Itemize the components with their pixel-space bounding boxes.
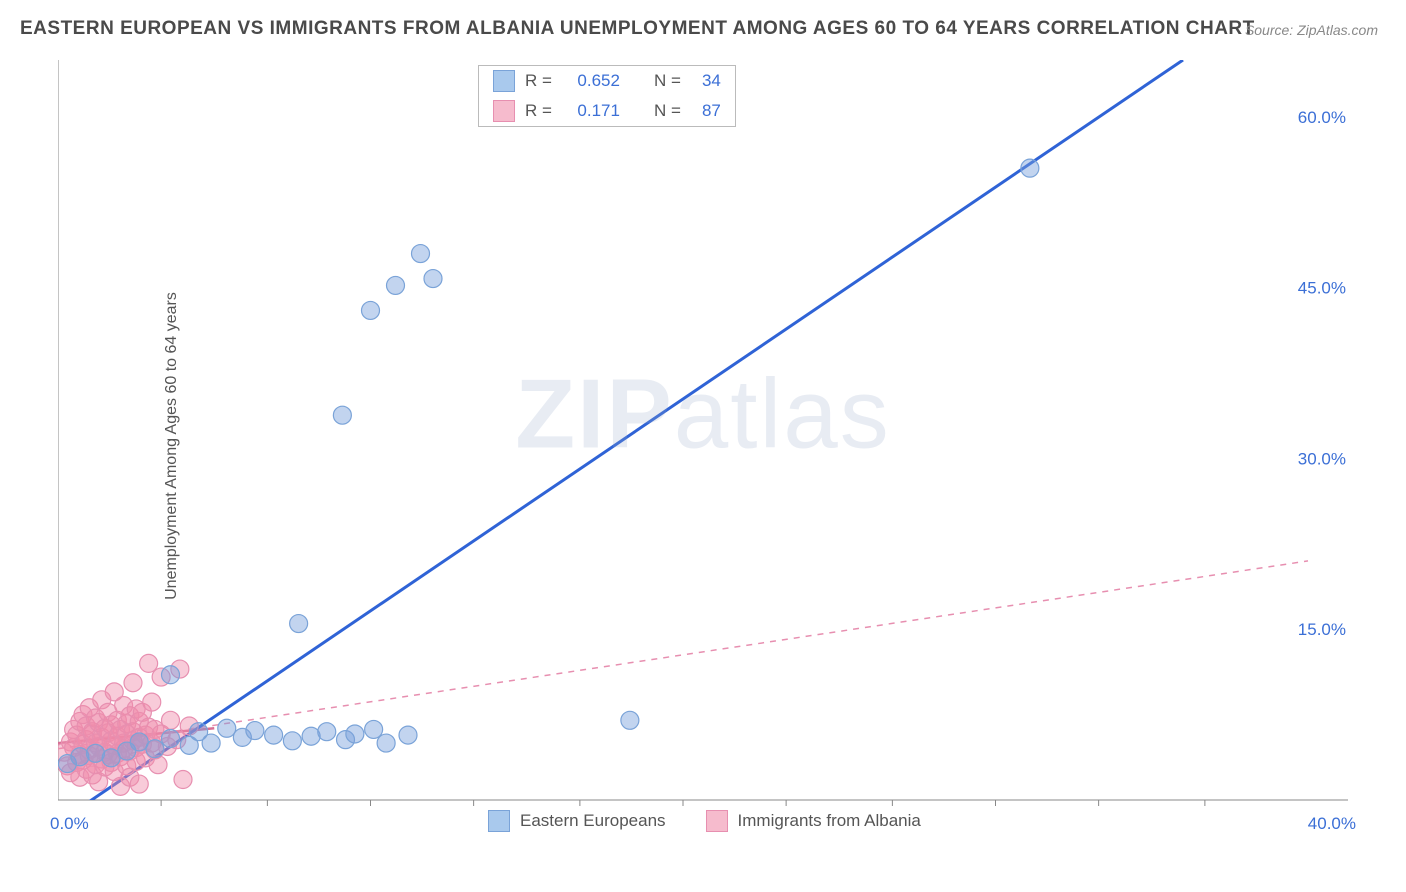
legend-series-item: Eastern Europeans xyxy=(488,810,666,832)
r-label: R = xyxy=(525,101,552,121)
blue-swatch xyxy=(488,810,510,832)
n-label: N = xyxy=(654,71,681,91)
r-label: R = xyxy=(525,71,552,91)
n-value: 34 xyxy=(691,71,721,91)
legend-series-item: Immigrants from Albania xyxy=(706,810,921,832)
x-origin-tick: 0.0% xyxy=(50,814,89,834)
svg-text:60.0%: 60.0% xyxy=(1298,108,1346,127)
legend-label: Immigrants from Albania xyxy=(738,811,921,831)
scatter-plot: 15.0%30.0%45.0%60.0% ZIPatlas R =0.652N … xyxy=(58,60,1348,830)
n-value: 87 xyxy=(691,101,721,121)
x-max-tick: 40.0% xyxy=(1308,814,1356,834)
legend-stat-row: R = 0.171 N = 87 xyxy=(479,96,735,126)
series-legend: Eastern Europeans Immigrants from Albania xyxy=(488,810,921,832)
n-label: N = xyxy=(654,101,681,121)
source-attribution: Source: ZipAtlas.com xyxy=(1245,22,1378,38)
pink-swatch xyxy=(493,100,515,122)
page-title: EASTERN EUROPEAN VS IMMIGRANTS FROM ALBA… xyxy=(20,18,1255,40)
correlation-legend: R = 0.652 N = 34 R = 0.171 N = 87 xyxy=(478,65,736,127)
svg-text:30.0%: 30.0% xyxy=(1298,449,1346,468)
svg-text:15.0%: 15.0% xyxy=(1298,620,1346,639)
r-value: 0.171 xyxy=(562,101,620,121)
chart-canvas: 15.0% 30.0% 45.0% 60.0% xyxy=(58,60,1348,830)
blue-swatch xyxy=(493,70,515,92)
svg-text:45.0%: 45.0% xyxy=(1298,279,1346,298)
pink-swatch xyxy=(706,810,728,832)
r-value: 0.652 xyxy=(562,71,620,91)
legend-stat-row: R = 0.652 N = 34 xyxy=(479,66,735,96)
legend-label: Eastern Europeans xyxy=(520,811,666,831)
